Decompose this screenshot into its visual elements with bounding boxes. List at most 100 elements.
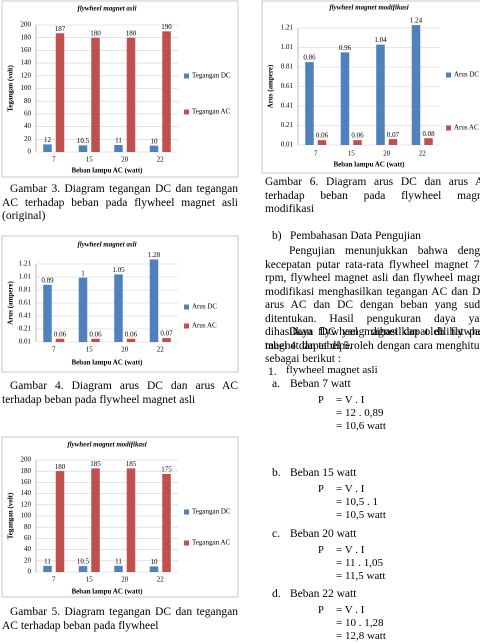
- bar: [43, 565, 52, 572]
- y-axis-label: Tegangan (volt): [7, 492, 15, 539]
- formula-line: = 10,6 watt: [336, 420, 386, 432]
- value-label: 1.28: [148, 251, 161, 259]
- y-tick-label: 80: [24, 523, 32, 531]
- value-label: 1.05: [112, 266, 125, 274]
- formula-line: = 10 . 1,28: [336, 617, 384, 629]
- paragraph: Daya DC yang dihasilkan oleh flywheel ma…: [265, 326, 480, 365]
- value-label: 11: [115, 137, 122, 145]
- bar: [78, 277, 88, 342]
- formula-symbol: P: [318, 395, 324, 406]
- y-tick-label: 1.01: [281, 43, 294, 51]
- bar: [55, 338, 65, 342]
- value-label: 0.96: [339, 44, 352, 52]
- value-label: 187: [55, 25, 66, 33]
- x-tick-label: 22: [419, 150, 427, 158]
- value-label: 0.89: [41, 276, 54, 284]
- bar: [162, 31, 171, 153]
- x-tick-label: 20: [121, 346, 129, 354]
- caption: Gambar 6. Diagram arus DC dan arus AC te…: [265, 176, 480, 215]
- y-tick-label: 0.01: [281, 141, 294, 149]
- x-tick-label: 22: [157, 156, 165, 164]
- value-label: 10: [150, 558, 158, 566]
- legend-swatch: [184, 509, 189, 515]
- legend-label: Tegangan DC: [192, 508, 231, 516]
- chart-title: flywheel magnet modifikasi: [67, 441, 146, 449]
- x-tick-label: 20: [121, 576, 129, 584]
- value-label: 0.06: [54, 330, 67, 338]
- formula-symbol: P: [318, 545, 324, 556]
- value-label: 180: [90, 29, 101, 37]
- bar: [55, 471, 65, 572]
- value-label: 10: [150, 137, 158, 145]
- value-label: 0.86: [303, 54, 316, 62]
- value-label: 0.07: [160, 330, 173, 338]
- formula-line: = 11 . 1,05: [336, 557, 384, 569]
- value-label: 10.5: [77, 137, 90, 145]
- bar: [91, 338, 100, 342]
- y-tick-label: 0.21: [19, 325, 32, 333]
- y-tick-label: 0.61: [281, 82, 294, 90]
- legend-swatch: [184, 73, 189, 79]
- value-label: 1: [81, 269, 85, 277]
- legend-label: Tegangan AC: [192, 108, 231, 116]
- bar: [162, 338, 171, 342]
- y-tick-label: 100: [21, 512, 32, 520]
- x-tick-label: 7: [314, 150, 318, 158]
- value-label: 1.04: [374, 36, 387, 44]
- x-axis-label: Beban lampu AC (watt): [72, 359, 144, 367]
- value-label: 10.5: [77, 558, 90, 566]
- y-tick-label: 0.41: [19, 312, 32, 320]
- bar: [126, 468, 136, 572]
- y-tick-label: 0.81: [281, 63, 294, 71]
- bar: [317, 140, 327, 145]
- bar: [43, 284, 52, 342]
- item-letter: a.: [272, 378, 280, 390]
- y-tick-label: 60: [24, 534, 32, 542]
- x-tick-label: 15: [86, 576, 94, 584]
- x-tick-label: 20: [383, 150, 391, 158]
- paragraph: Pengujian menunjukkan bahwa dengan kecep…: [265, 245, 480, 352]
- legend-swatch: [184, 540, 189, 546]
- legend-swatch: [446, 72, 451, 78]
- y-tick-label: 120: [21, 500, 32, 508]
- list-number: 1.: [268, 366, 277, 378]
- chart-frame: [1, 436, 239, 598]
- value-label: 180: [55, 463, 66, 471]
- y-tick-label: 0.21: [281, 121, 294, 129]
- y-tick-label: 120: [21, 71, 32, 79]
- chart-title: flywheel magnet asli: [77, 241, 136, 249]
- y-tick-label: 0.81: [19, 286, 32, 294]
- bar: [376, 44, 385, 146]
- y-tick-label: 200: [21, 456, 32, 464]
- legend-label: Arus DC: [192, 303, 217, 311]
- item-title: Beban 15 watt: [290, 467, 357, 479]
- value-label: 190: [161, 23, 172, 31]
- x-tick-label: 7: [52, 346, 56, 354]
- value-label: 11: [115, 557, 122, 565]
- bar: [149, 259, 159, 342]
- x-axis-label: Beban lampu AC (watt): [334, 161, 406, 169]
- x-tick-label: 15: [348, 150, 356, 158]
- bar: [149, 566, 159, 572]
- caption: Gambar 3. Diagram tegangan DC dan tegang…: [2, 183, 238, 222]
- value-label: 1.24: [410, 17, 423, 25]
- value-label: 11: [44, 557, 51, 565]
- y-tick-label: 100: [21, 84, 32, 92]
- bar: [114, 145, 123, 152]
- y-tick-label: 1.21: [281, 24, 294, 32]
- legend-swatch: [184, 304, 189, 310]
- legend-label: Tegangan AC: [192, 539, 231, 547]
- item-letter: b.: [272, 467, 281, 479]
- bar: [114, 274, 123, 342]
- legend-label: Tegangan DC: [192, 72, 231, 80]
- bar: [340, 52, 350, 145]
- bar: [305, 62, 314, 145]
- bar: [411, 25, 421, 146]
- item-title: Beban 20 watt: [290, 528, 357, 540]
- bar: [424, 138, 433, 145]
- x-tick-label: 15: [86, 346, 94, 354]
- y-tick-label: 160: [21, 478, 32, 486]
- value-label: 185: [90, 460, 101, 468]
